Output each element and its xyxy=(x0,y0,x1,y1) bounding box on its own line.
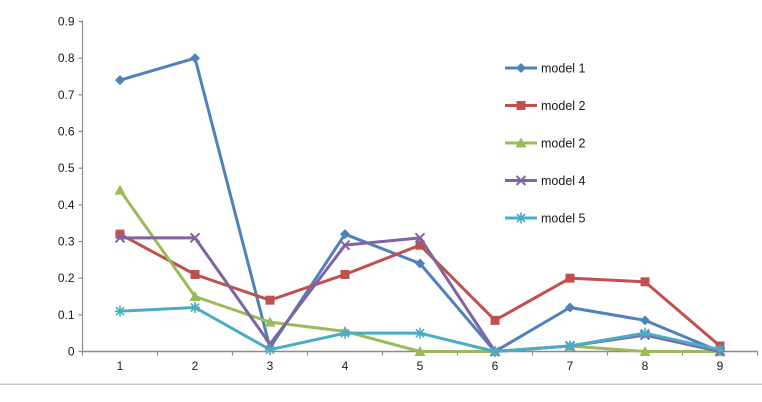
legend-item: model 2 xyxy=(505,99,586,113)
x-tick-label: 4 xyxy=(342,359,349,373)
series-1-model-2 xyxy=(115,229,725,351)
data-point-diamond xyxy=(340,229,350,240)
series-4-model-5 xyxy=(115,302,725,357)
data-point-diamond xyxy=(115,75,125,86)
legend-item: model 4 xyxy=(505,174,586,188)
bottom-divider xyxy=(0,383,762,385)
data-point-triangle xyxy=(414,346,426,356)
legend-label: model 1 xyxy=(541,62,586,76)
legend-label: model 2 xyxy=(541,99,586,113)
legend-item: model 2 xyxy=(505,137,586,151)
y-tick-label: 0.4 xyxy=(58,198,75,212)
data-point-square xyxy=(490,315,500,325)
data-point-square xyxy=(340,270,350,279)
y-tick-label: 0.8 xyxy=(58,51,75,65)
y-tick-label: 0.1 xyxy=(58,308,75,322)
x-tick-label: 7 xyxy=(567,359,574,373)
legend-marker-diamond xyxy=(516,63,526,73)
data-point-asterisk xyxy=(415,327,425,339)
data-point-asterisk xyxy=(640,327,650,339)
legend-marker-x xyxy=(515,175,527,186)
y-tick-label: 0 xyxy=(68,345,75,359)
data-point-asterisk xyxy=(265,344,275,356)
data-point-square xyxy=(565,273,575,283)
data-point-asterisk xyxy=(490,346,500,357)
x-tick-label: 5 xyxy=(417,359,424,373)
series-line xyxy=(118,188,722,353)
x-tick-label: 6 xyxy=(492,359,499,373)
data-point-x xyxy=(189,232,201,244)
data-point-asterisk xyxy=(565,340,575,352)
x-tick-label: 9 xyxy=(717,359,724,373)
data-point-triangle xyxy=(114,184,126,195)
legend-marker-triangle xyxy=(515,137,527,148)
data-point-square xyxy=(115,229,125,239)
data-point-square xyxy=(265,295,275,305)
legend: model 1 model 2 model 2 model 4 model 5 xyxy=(505,62,586,226)
y-tick-label: 0.2 xyxy=(58,271,75,285)
x-tick-label: 3 xyxy=(267,359,274,373)
data-point-asterisk xyxy=(115,305,125,317)
data-point-diamond xyxy=(640,315,650,326)
y-tick-label: 0.5 xyxy=(58,161,75,175)
series-line xyxy=(118,56,722,353)
legend-item: model 1 xyxy=(505,62,586,76)
data-point-square xyxy=(190,270,200,279)
y-tick-label: 0.3 xyxy=(58,235,75,249)
legend-marker-asterisk xyxy=(516,212,526,224)
legend-label: model 2 xyxy=(541,137,586,151)
data-point-x xyxy=(114,232,126,244)
legend-label: model 5 xyxy=(541,212,586,226)
data-point-asterisk xyxy=(340,327,350,339)
data-point-diamond xyxy=(190,53,200,64)
legend-marker-square xyxy=(516,101,526,110)
data-point-x xyxy=(339,239,351,251)
legend-label: model 4 xyxy=(541,174,586,188)
data-point-triangle xyxy=(264,316,276,327)
data-point-square xyxy=(640,277,650,287)
x-tick-label: 2 xyxy=(192,359,199,373)
y-tick-label: 0.9 xyxy=(58,15,75,29)
x-tick-label: 8 xyxy=(642,359,649,373)
data-point-x xyxy=(414,232,426,244)
data-point-diamond xyxy=(565,302,575,313)
y-tick-label: 0.6 xyxy=(58,125,75,139)
series-0-model-1 xyxy=(115,53,725,357)
data-point-asterisk xyxy=(715,344,725,356)
data-point-square xyxy=(415,240,425,250)
x-tick-label: 1 xyxy=(117,359,124,373)
data-point-diamond xyxy=(415,258,425,269)
data-point-asterisk xyxy=(190,302,200,313)
legend-item: model 5 xyxy=(505,212,586,226)
y-tick-label: 0.7 xyxy=(58,88,75,102)
data-point-triangle xyxy=(639,346,651,356)
data-point-triangle xyxy=(189,291,201,301)
